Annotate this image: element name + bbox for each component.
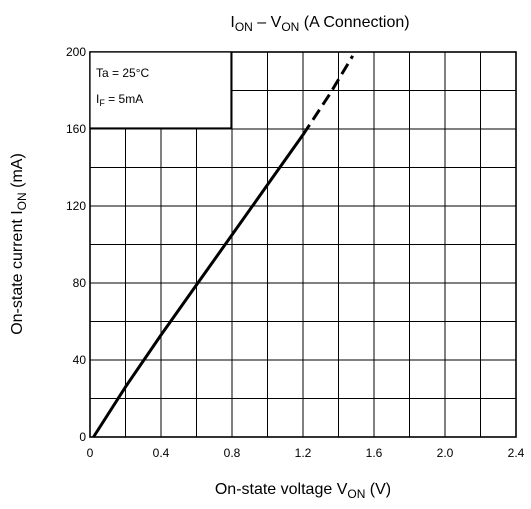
y-axis-title: On-state current ION (mA): [9, 153, 29, 335]
y-tick-label: 160: [66, 122, 86, 136]
x-tick-label: 2.0: [437, 446, 454, 460]
y-tick-label: 40: [73, 353, 87, 367]
x-tick-label: 0: [87, 446, 94, 460]
legend-line-1: Ta = 25°C: [96, 66, 149, 80]
legend-line-2-suffix: = 5mA: [105, 92, 143, 106]
y-tick-label: 200: [66, 45, 86, 59]
x-tick-label: 1.6: [366, 446, 383, 460]
x-axis-title-sub: ON: [347, 487, 365, 501]
chart-title-sep: – V: [253, 14, 282, 31]
chart-title-main: I: [230, 14, 234, 31]
x-tick-labels: 0 0.4 0.8 1.2 1.6 2.0 2.4: [87, 446, 525, 460]
x-tick-label: 0.4: [153, 446, 170, 460]
legend-line-2-sub: F: [99, 98, 105, 108]
y-tick-labels: 0 40 80 120 160 200: [66, 45, 86, 444]
x-tick-label: 2.4: [508, 446, 525, 460]
legend-box: Ta = 25°C IF = 5mA: [89, 51, 232, 129]
x-axis-title-main: On-state voltage V: [215, 481, 348, 498]
series-group: [92, 55, 354, 438]
legend-line-2-main: I: [96, 92, 99, 106]
x-tick-label: 1.2: [295, 446, 312, 460]
y-tick-label: 0: [79, 430, 86, 444]
x-axis-title-suffix: (V): [365, 481, 391, 498]
plot-frame: [89, 51, 517, 438]
chart-title: ION – VON (A Connection): [230, 14, 409, 34]
series-line-solid: [92, 133, 305, 438]
chart-title-sep-sub: ON: [281, 20, 299, 34]
x-tick-label: 0.8: [224, 446, 241, 460]
legend-line-2: IF = 5mA: [96, 92, 143, 108]
y-axis-title-sub: ON: [15, 192, 29, 210]
y-axis-title-main: On-state current I: [9, 210, 26, 335]
legend-frame: [89, 51, 232, 129]
chart-title-main-sub: ON: [235, 20, 253, 34]
y-axis-title-suffix: (mA): [9, 153, 26, 192]
chart-title-suffix: (A Connection): [299, 14, 409, 31]
x-axis-title: On-state voltage VON (V): [215, 481, 391, 501]
series-line-dashed: [301, 55, 354, 136]
y-tick-label: 80: [73, 276, 87, 290]
y-tick-label: 120: [66, 199, 86, 213]
